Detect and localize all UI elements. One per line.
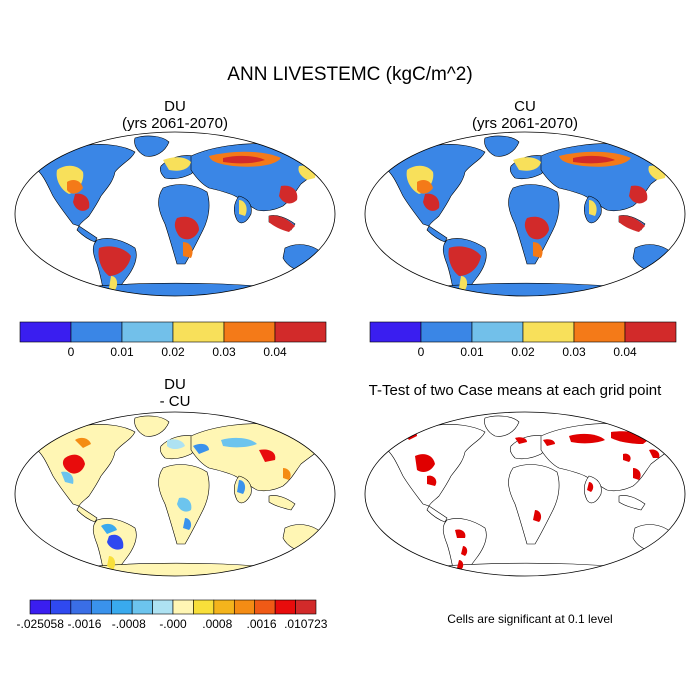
panel-ttest-title-line1: T-Test of two Case means at each grid po… [368,382,662,399]
panel-du-title: DU (yrs 2061-2070) [50,98,300,132]
colorbar-swatch [193,599,215,615]
colorbar-swatch [369,321,422,343]
panel-cu-title-line1: CU [514,98,536,115]
colorbar-tick-label: -.0008 [112,617,146,631]
colorbar-swatch [131,599,153,615]
colorbar-tick-label: 0.03 [562,345,586,359]
colorbar-du: 0 0.01 0.02 0.03 0.04 [19,321,327,359]
colorbar-tick-label: 0.04 [613,345,637,359]
colorbar-swatch [295,599,317,615]
panel-diff-title: DU - CU [50,376,300,410]
colorbar-tick-label: -.0016 [67,617,101,631]
panel-cu-title-line2: (yrs 2061-2070) [472,115,578,132]
colorbar-swatch [471,321,524,343]
panel-ttest-title: T-Test of two Case means at each grid po… [340,382,690,399]
colorbar-swatch [172,599,194,615]
colorbar-swatch [121,321,174,343]
colorbar-swatch [152,599,174,615]
colorbar-swatch [624,321,677,343]
colorbar-tick-label: 0 [418,345,425,359]
map-du [14,131,336,297]
colorbar-swatch [50,599,72,615]
colorbar-tick-label: -.000 [159,617,187,631]
colorbar-tick-label: 0.01 [110,345,134,359]
colorbar-tick-label: .010723 [284,617,328,631]
panel-cu-title: CU (yrs 2061-2070) [400,98,650,132]
map-diff [14,411,336,577]
colorbar-swatch [420,321,473,343]
colorbar-swatch [19,321,72,343]
colorbar-diff: -.025058 -.0016 -.0008 -.000 .0008 .0016 .0107… [17,599,328,631]
colorbar-swatch [29,599,51,615]
colorbar-swatch [274,599,296,615]
map-ttest [364,411,686,577]
colorbar-tick-label: 0.02 [511,345,535,359]
figure-title: ANN LIVESTEMC (kgC/m^2) [227,64,473,85]
colorbar-swatch [573,321,626,343]
colorbar-swatch [223,321,276,343]
colorbar-tick-label: -.025058 [17,617,65,631]
colorbar-swatch [172,321,225,343]
colorbar-tick-label: .0016 [247,617,277,631]
colorbar-tick-label: 0 [68,345,75,359]
colorbar-tick-label: 0.04 [263,345,287,359]
colorbar-swatch [274,321,327,343]
colorbar-swatch [70,321,123,343]
panel-du-title-line1: DU [164,98,186,115]
colorbar-tick-label: 0.01 [460,345,484,359]
colorbar-swatch [522,321,575,343]
panel-diff-title-line1: DU [164,376,186,393]
colorbar-tick-label: 0.02 [161,345,185,359]
map-cu [364,131,686,297]
panel-du-title-line2: (yrs 2061-2070) [122,115,228,132]
colorbar-tick-label: 0.03 [212,345,236,359]
ttest-note: Cells are significant at 0.1 level [447,612,613,626]
colorbar-swatch [254,599,276,615]
colorbar-swatch [213,599,235,615]
colorbar-tick-label: .0008 [202,617,232,631]
colorbar-swatch [90,599,113,615]
colorbar-swatch [70,599,92,615]
colorbar-swatch [233,599,256,615]
colorbar-swatch [111,599,133,615]
colorbar-cu: 0 0.01 0.02 0.03 0.04 [369,321,677,359]
panel-diff-title-line2: - CU [159,393,191,410]
